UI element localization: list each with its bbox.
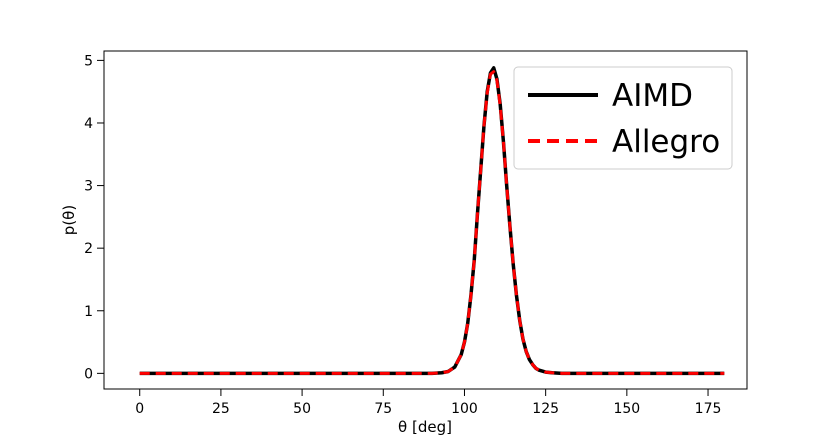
y-tick-label: 1: [84, 304, 93, 320]
y-tick-label: 5: [84, 53, 93, 69]
y-tick-label: 3: [84, 179, 93, 195]
plot-frame: [103, 50, 748, 390]
x-tick-label: 150: [613, 401, 640, 417]
x-tick-label: 125: [532, 401, 559, 417]
x-tick-label: 50: [293, 401, 311, 417]
x-tick-label: 100: [451, 401, 478, 417]
x-tick-label: 25: [212, 401, 230, 417]
x-tick-label: 0: [135, 401, 144, 417]
legend-label-allegro: Allegro: [612, 124, 720, 160]
legend: AIMD Allegro: [513, 66, 733, 170]
series-line-allegro: [139, 70, 725, 375]
x-tick-label: 175: [695, 401, 722, 417]
series-layer: [139, 66, 725, 376]
y-axis-label: p(θ): [60, 205, 78, 235]
x-tick-label: 75: [374, 401, 392, 417]
axes: 0 25 50 75 100 125 150 175 0 1 2 3 4 5: [84, 53, 721, 417]
legend-label-aimd: AIMD: [612, 78, 693, 114]
y-tick-label: 0: [84, 366, 93, 382]
legend-frame: [513, 66, 733, 170]
y-tick-label: 4: [84, 116, 93, 132]
x-axis-label: θ [deg]: [398, 418, 452, 436]
y-tick-label: 2: [84, 241, 93, 257]
